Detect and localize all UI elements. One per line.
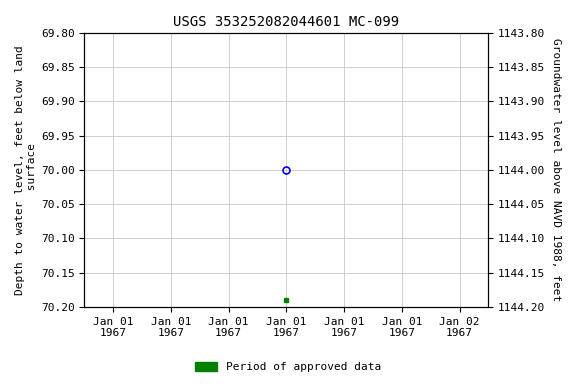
Title: USGS 353252082044601 MC-099: USGS 353252082044601 MC-099 — [173, 15, 399, 29]
Legend: Period of approved data: Period of approved data — [191, 357, 385, 377]
Y-axis label: Depth to water level, feet below land
 surface: Depth to water level, feet below land su… — [15, 45, 37, 295]
Y-axis label: Groundwater level above NAVD 1988, feet: Groundwater level above NAVD 1988, feet — [551, 38, 561, 301]
